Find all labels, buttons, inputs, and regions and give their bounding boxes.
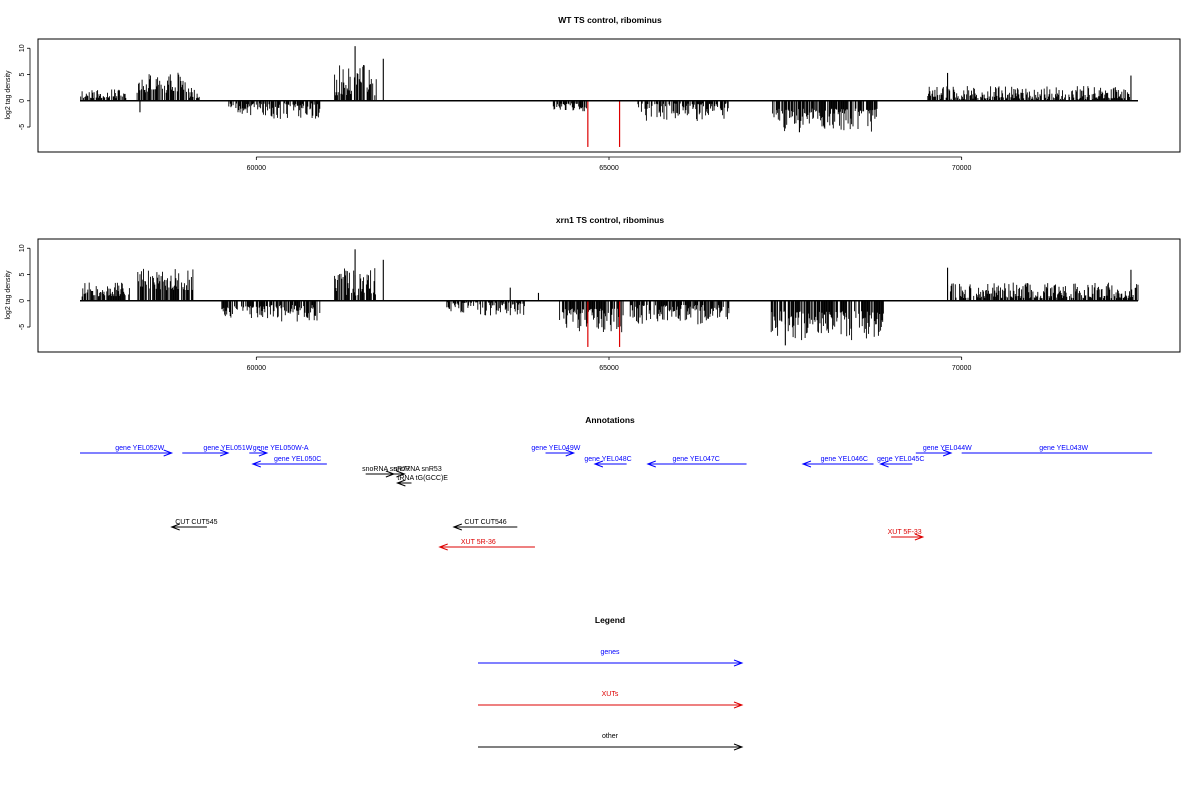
legend-item: genes [478,649,744,667]
y-tick-label: 10 [19,244,26,252]
wt-y-axis-label: log2 tag density [5,70,12,120]
annotations-track: Annotations gene YEL052W gene YEL051W gene… [80,415,1153,551]
arrowhead [219,449,230,457]
annotation-label: CUT CUT545 [175,519,217,526]
annotation-label: gene YEL049W [531,445,580,452]
arrowhead [942,449,953,457]
wt-coverage-panel: WT TS control, ribominus log2 tag densit… [5,15,1181,172]
xrn1-bars [81,249,1139,347]
annotation-label: XUT 5R-36 [461,539,496,546]
arrowhead [879,460,889,468]
xrn1-coverage-panel: xrn1 TS control, ribominus log2 tag dens… [5,215,1181,372]
wt-plot-frame [37,38,1181,153]
y-tick-label: 0 [19,99,26,103]
annotation-feature: gene YEL048C [584,456,632,468]
annotation-label: gene YEL050W-A [253,445,309,452]
annotation-feature: gene YEL052W [80,445,174,457]
legend-label: other [602,733,619,740]
annotation-label: gene YEL045C [877,456,924,463]
x-tick-label: 70000 [952,165,972,172]
annotation-label: tRNA tG(GCC)E [397,475,448,482]
arrowhead [170,523,180,531]
arrowhead [395,479,406,487]
x-tick-label: 60000 [247,365,267,372]
xrn1-panel-title: xrn1 TS control, ribominus [556,215,664,225]
legend-item: XUTs [478,691,744,709]
annotation-feature: gene YEL050C [251,456,327,468]
xrn1-y-axis-label: log2 tag density [5,270,12,320]
annotation-feature: CUT CUT546 [452,519,518,531]
xrn1-axes: 10 5 0 -5 60000 65000 70000 [19,244,1138,372]
annotation-feature: gene YEL044W [915,445,972,457]
annotation-label: gene YEL048C [584,456,631,463]
wt-bars [80,46,1132,147]
y-tick-label: 5 [19,72,26,76]
annotation-label: gene YEL051W [203,445,252,452]
wt-axes: 10 5 0 -5 60000 65000 70000 [19,44,1138,172]
annotation-label: gene YEL050C [274,456,321,463]
arrowhead [733,701,744,709]
x-tick-label: 70000 [952,365,972,372]
annotation-feature: gene YEL051W [182,445,253,457]
arrowhead [801,460,812,468]
arrowhead [646,460,656,468]
legend-label: genes [600,649,620,656]
x-tick-label: 65000 [599,165,619,172]
annotation-label: gene YEL047C [672,456,719,463]
y-tick-label: -5 [19,124,26,130]
arrowhead [914,533,925,541]
arrowhead [733,659,744,667]
arrowhead [251,460,261,468]
annotation-feature: XUT 5F-33 [888,529,925,541]
y-tick-label: 10 [19,44,26,52]
arrowhead [163,449,174,457]
annotation-feature: snoRNA snR53 [390,466,442,478]
arrowhead [438,543,448,551]
xrn1-plot-frame [37,238,1181,353]
y-tick-label: 5 [19,272,26,276]
annotation-feature: tRNA tG(GCC)E [395,475,448,487]
annotation-feature: gene YEL047C [646,456,747,468]
arrowhead [258,449,269,457]
annotation-feature: gene YEL045C [877,456,924,468]
annotation-label: CUT CUT546 [464,519,506,526]
annotation-label: XUT 5F-33 [888,529,922,536]
annotation-feature: CUT CUT545 [170,519,218,531]
annotation-feature: gene YEL046C [801,456,874,468]
arrowhead [452,523,463,531]
wt-panel-title: WT TS control, ribominus [558,15,662,25]
y-tick-label: 0 [19,299,26,303]
annotations-title: Annotations [585,415,635,425]
y-tick-label: -5 [19,324,26,330]
x-tick-label: 65000 [599,365,619,372]
annotation-feature: gene YEL043W [961,445,1153,454]
annotation-label: gene YEL046C [821,456,868,463]
annotation-label: snoRNA snR53 [394,466,442,473]
annotation-label: gene YEL043W [1039,445,1088,452]
legend-item: other [478,733,744,751]
arrowhead [733,743,744,751]
annotation-label: gene YEL052W [115,445,164,452]
arrowhead [593,460,604,468]
x-tick-label: 60000 [247,165,267,172]
legend-label: XUTs [602,691,619,698]
annotation-items: gene YEL052W gene YEL051W gene YEL050W-A ge… [80,445,1153,551]
legend-title: Legend [595,615,625,625]
annotation-feature: gene YEL049W [531,445,581,457]
annotation-label: snoRNA snR77 [362,466,410,473]
arrowhead [565,449,576,457]
annotation-feature: gene YEL050W-A [249,445,309,457]
arrowhead [396,470,406,478]
legend-items: genes XUTs other [478,649,744,751]
legend: Legend genes XUTs other [478,615,744,751]
annotation-feature: XUT 5R-36 [438,539,535,551]
annotation-label: gene YEL044W [923,445,972,452]
